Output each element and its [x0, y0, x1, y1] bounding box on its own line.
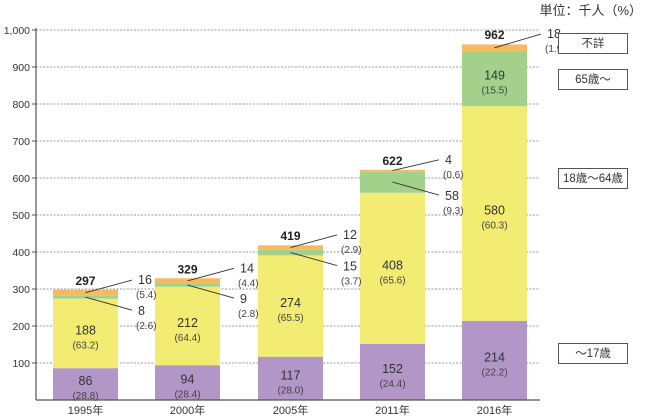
value-label: 149 — [484, 69, 505, 83]
value-label: 94 — [181, 373, 195, 387]
value-label: 212 — [177, 316, 198, 330]
value-label: 16 — [138, 273, 152, 287]
legend-item: 65歳〜 — [558, 69, 628, 90]
y-tick-label: 600 — [12, 173, 30, 185]
callout-line — [187, 284, 235, 299]
percent-label: (9.3) — [443, 206, 464, 217]
percent-label: (1.9) — [545, 44, 566, 55]
bar-segment — [360, 343, 425, 400]
y-tick-label: 400 — [12, 247, 30, 259]
percent-label: (24.4) — [379, 379, 405, 390]
percent-label: (28.8) — [72, 391, 98, 402]
percent-label: (2.6) — [136, 321, 157, 332]
percent-label: (2.9) — [341, 245, 362, 256]
bar-segment — [258, 255, 323, 357]
callout-line — [392, 181, 440, 196]
percent-label: (3.7) — [341, 277, 362, 288]
value-label: 8 — [138, 304, 145, 318]
callout-line — [187, 267, 235, 282]
total-label: 297 — [75, 274, 95, 288]
value-label: 152 — [382, 362, 403, 376]
bar-segment — [360, 171, 425, 193]
percent-label: (64.4) — [174, 333, 200, 344]
bar-segment — [360, 192, 425, 344]
legend-item: 18歳〜64歳 — [558, 168, 628, 189]
value-label: 58 — [445, 189, 459, 203]
value-label: 4 — [445, 153, 452, 167]
bar-segment — [53, 298, 118, 369]
y-tick-label: 300 — [12, 284, 30, 296]
y-tick-label: 900 — [12, 62, 30, 74]
value-label: 18 — [547, 27, 561, 41]
percent-label: (60.3) — [481, 221, 507, 232]
unit-label: 単位：千人（%） — [539, 3, 642, 18]
value-label: 12 — [343, 228, 357, 242]
callout-line — [290, 234, 338, 248]
y-tick-label: 200 — [12, 321, 30, 333]
percent-label: (4.4) — [238, 278, 259, 289]
callout-line — [494, 33, 542, 49]
bar-segment — [155, 286, 220, 366]
bar-segment — [258, 356, 323, 400]
x-tick-label: 1995年 — [68, 403, 103, 417]
y-tick-label: 100 — [12, 358, 30, 370]
value-label: 14 — [240, 261, 254, 275]
value-label: 15 — [343, 260, 357, 274]
value-label: 214 — [484, 350, 505, 364]
value-label: 9 — [240, 292, 247, 306]
y-tick-label: 700 — [12, 136, 30, 148]
total-label: 419 — [280, 229, 300, 243]
callout-line — [85, 279, 133, 294]
value-label: 274 — [280, 296, 301, 310]
value-label: 86 — [79, 374, 93, 388]
bar-segment — [462, 320, 527, 400]
x-tick-label: 2005年 — [273, 403, 308, 417]
total-label: 329 — [177, 262, 197, 276]
y-tick-label: 800 — [12, 99, 30, 111]
callout-line — [85, 296, 133, 311]
value-label: 580 — [484, 204, 505, 218]
percent-label: (65.6) — [379, 275, 405, 286]
percent-label: (28.0) — [277, 385, 303, 396]
value-label: 117 — [281, 368, 301, 382]
bar-segment — [155, 365, 220, 400]
value-label: 408 — [382, 258, 403, 272]
callout-line — [392, 159, 440, 172]
callout-line — [290, 252, 338, 266]
percent-label: (65.5) — [277, 313, 303, 324]
x-tick-label: 2011年 — [375, 403, 410, 417]
value-label: 188 — [75, 323, 96, 337]
total-label: 622 — [382, 154, 402, 168]
percent-label: (28.4) — [174, 390, 200, 401]
bar-segment — [53, 368, 118, 400]
legend-item: 〜17歳 — [558, 343, 628, 364]
total-label: 962 — [484, 28, 504, 42]
y-tick-label: 1,000 — [4, 25, 30, 37]
percent-label: (0.6) — [443, 170, 464, 181]
legend-item: 不詳 — [558, 33, 628, 54]
percent-label: (2.8) — [238, 309, 259, 320]
percent-label: (63.2) — [72, 340, 98, 351]
percent-label: (5.4) — [136, 290, 157, 301]
bar-segment — [462, 44, 527, 52]
y-tick-label: 500 — [12, 210, 30, 222]
percent-label: (22.2) — [481, 367, 507, 378]
percent-label: (15.5) — [481, 86, 507, 97]
bar-segment — [462, 106, 527, 321]
x-tick-label: 2016年 — [477, 403, 512, 417]
x-tick-label: 2000年 — [170, 403, 205, 417]
bar-segment — [462, 51, 527, 107]
